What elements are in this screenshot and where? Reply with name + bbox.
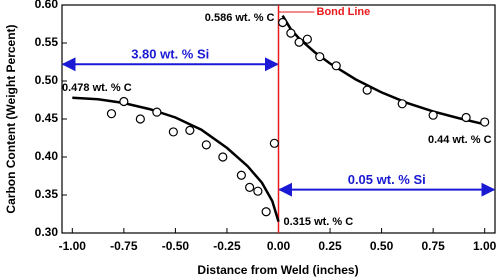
x-tick-label: -0.50 xyxy=(162,239,190,253)
data-point xyxy=(480,117,490,127)
x-tick-label: 1.00 xyxy=(473,239,497,253)
data-point xyxy=(236,170,246,180)
data-point xyxy=(261,207,271,217)
x-tick-label: 0.50 xyxy=(370,239,394,253)
data-point xyxy=(253,186,263,196)
y-tick-label: 0.35 xyxy=(35,187,59,201)
data-point xyxy=(201,140,211,150)
data-point xyxy=(106,109,117,119)
bond-line-label: Bond Line xyxy=(317,6,371,18)
y-tick-label: 0.60 xyxy=(35,0,59,11)
x-tick-label: -0.75 xyxy=(110,239,138,253)
data-point xyxy=(245,182,255,192)
y-tick-label: 0.45 xyxy=(35,111,59,125)
data-point xyxy=(302,34,312,44)
data-point xyxy=(286,28,296,38)
data-point xyxy=(119,96,129,107)
data-point xyxy=(397,99,407,109)
annotation: 0.586 wt. % C xyxy=(205,12,275,24)
fit-curve xyxy=(281,14,485,126)
data-point xyxy=(331,61,341,71)
y-tick-label: 0.55 xyxy=(35,35,59,49)
annotation: 0.44 wt. % C xyxy=(428,134,492,146)
data-point xyxy=(428,110,438,120)
data-point xyxy=(152,107,162,117)
data-point xyxy=(461,112,471,123)
y-tick-label: 0.40 xyxy=(35,149,59,163)
x-tick-label: 0.00 xyxy=(267,239,291,253)
x-tick-label: -0.25 xyxy=(213,239,241,253)
data-point xyxy=(168,127,178,137)
y-tick-label: 0.50 xyxy=(35,73,59,87)
y-tick-label: 0.30 xyxy=(35,225,59,239)
x-tick-label: -1.00 xyxy=(59,239,87,253)
data-point xyxy=(278,17,288,28)
data-point xyxy=(135,114,145,124)
arrow-label: 0.05 wt. % Si xyxy=(348,172,426,187)
x-axis-title: Distance from Weld (inches) xyxy=(197,263,358,277)
fit-curve xyxy=(72,96,280,222)
x-tick-label: 0.75 xyxy=(421,239,445,253)
arrow-label: 3.80 wt. % Si xyxy=(131,47,209,62)
data-point xyxy=(315,52,325,62)
data-point xyxy=(294,37,304,47)
y-axis-title: Carbon Content (Weight Percent) xyxy=(4,24,18,213)
x-tick-label: 0.25 xyxy=(318,239,342,253)
data-point xyxy=(218,152,228,162)
data-point xyxy=(362,85,372,95)
data-point xyxy=(269,138,279,148)
annotation: 0.315 wt. % C xyxy=(284,216,354,228)
annotation: 0.478 wt. % C xyxy=(62,82,132,94)
data-point xyxy=(185,125,195,135)
